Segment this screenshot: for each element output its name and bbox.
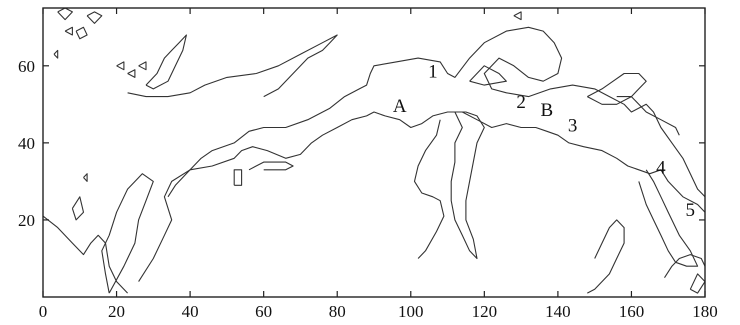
contour-line-25 [513,11,522,21]
contour-line-20 [116,61,125,71]
contour-line-3 [248,161,294,171]
x-tick-label: 100 [398,302,424,321]
contour-line-0 [42,215,128,294]
contour-line-1 [101,173,154,294]
contour-line-26 [71,196,85,221]
contour-line-2 [138,111,706,282]
contour-line-17 [86,11,103,24]
annotation-label: 4 [656,158,666,179]
contour-line-15 [587,219,625,294]
y-tick-label: 20 [18,211,35,230]
contour-line-21 [127,69,136,78]
plot-frame [42,7,706,298]
contour-line-4 [233,169,243,186]
contour-line-24 [83,173,88,182]
x-tick-label: 40 [182,302,199,321]
contour-line-8 [413,119,445,259]
annotation-label: 2 [516,92,526,113]
annotation-label: A [393,96,407,117]
y-tick-label: 40 [18,134,35,153]
contour-line-12 [638,169,699,267]
contour-line-9 [127,34,338,98]
x-tick-label: 120 [472,302,498,321]
x-tick-label: 20 [108,302,125,321]
contour-line-23 [53,49,59,59]
contour-line-6 [469,65,507,86]
contour-line-22 [138,61,147,71]
x-axis: 0 20 40 60 80 100 120 140 160 180 [39,8,718,321]
contour-line-14 [587,72,647,105]
contour-line-18 [75,26,88,40]
annotation-label: B [541,100,554,121]
x-tick-label: 80 [329,302,346,321]
contour-line-27 [689,273,706,294]
contour-line-16 [57,7,73,21]
contour-line-7 [450,111,485,260]
contour-line-19 [64,26,73,36]
contour-lines [42,7,706,294]
x-tick-label: 140 [545,302,571,321]
x-tick-label: 60 [255,302,272,321]
contour-line-11 [616,96,680,136]
x-tick-label: 160 [619,302,645,321]
x-tick-label: 0 [39,302,48,321]
annotations: A1 2 B3 45 [393,61,695,221]
contour-line-13 [664,254,706,278]
y-tick-label: 60 [18,57,35,76]
y-axis: 20 40 60 [18,57,705,230]
contour-line-5 [167,26,706,198]
annotation-label: 5 [686,200,696,221]
x-tick-label: 180 [692,302,718,321]
annotation-label: 3 [568,115,578,136]
annotation-label: 1 [428,61,438,82]
contour-line-10 [145,34,187,90]
